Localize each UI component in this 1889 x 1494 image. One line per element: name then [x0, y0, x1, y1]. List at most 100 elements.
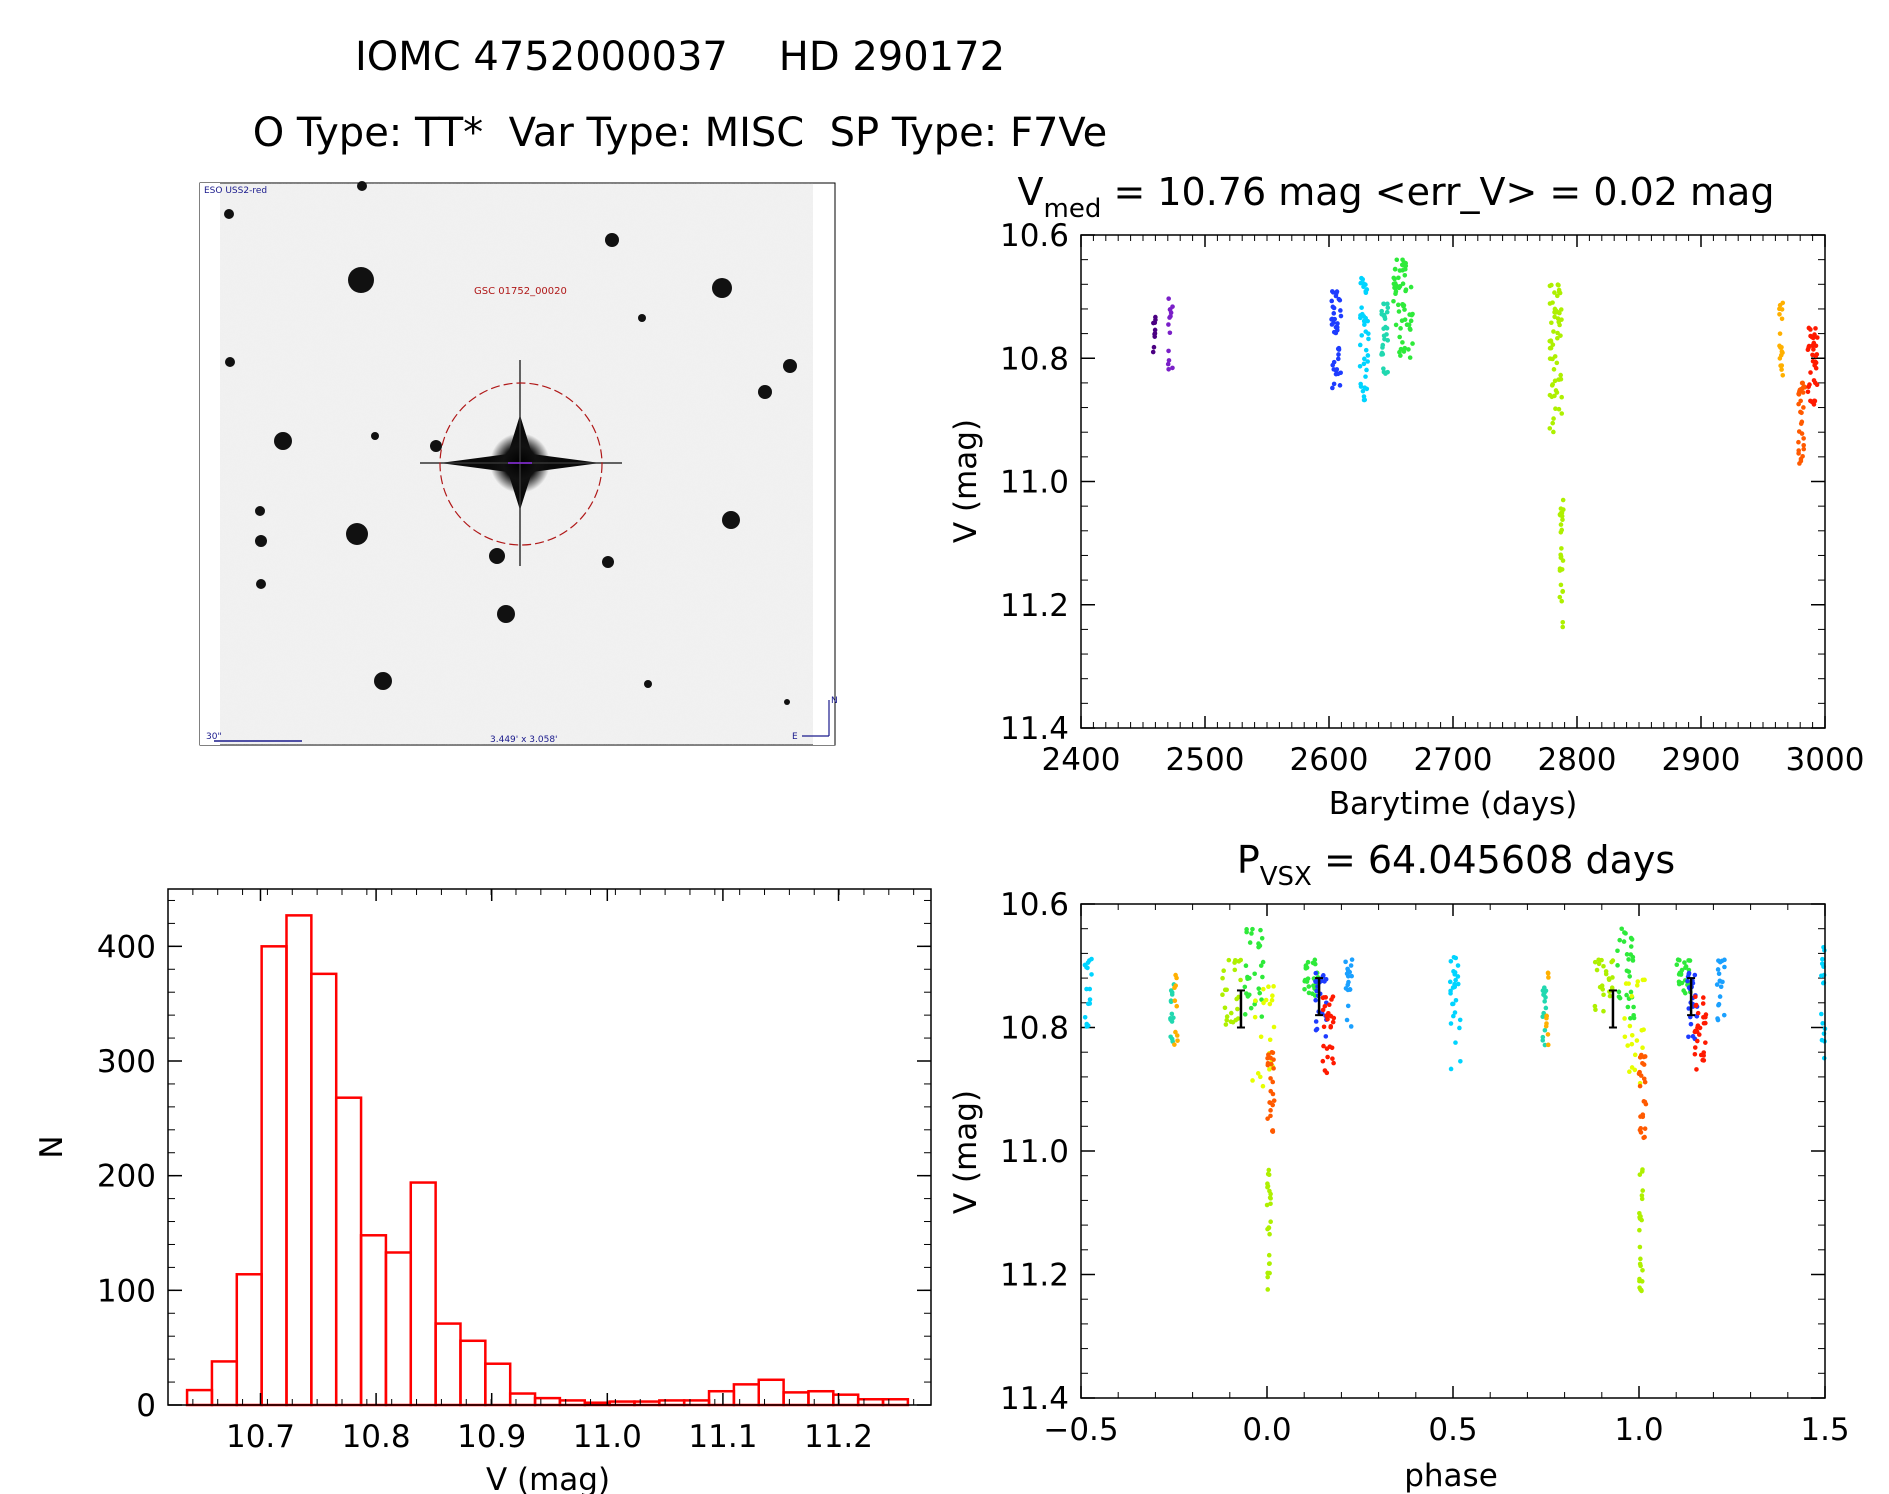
y-tick-label: 200: [97, 1159, 156, 1195]
lightcurve-point: [1559, 394, 1564, 400]
phased-point: [1820, 956, 1825, 962]
lightcurve-point: [1331, 320, 1336, 325]
star: [722, 511, 740, 529]
x-tick-label: 2400: [1042, 742, 1121, 778]
phased-point: [1540, 1014, 1546, 1019]
lightcurve-point: [1557, 568, 1563, 573]
star: [644, 680, 652, 688]
phased-point: [1268, 1076, 1273, 1081]
phased-point: [1631, 1012, 1636, 1018]
phased-point: [1640, 1060, 1645, 1066]
phased-point: [1695, 1023, 1701, 1028]
phased-xlabel: phase: [1404, 1458, 1498, 1494]
histogram-bar: [210, 1360, 239, 1407]
star: [489, 548, 505, 564]
phased-point: [1676, 981, 1682, 987]
phased-point: [1258, 927, 1263, 933]
lightcurve-xlabel: Barytime (days): [1329, 786, 1578, 822]
lightcurve-point: [1361, 397, 1367, 403]
phased-point: [1348, 1024, 1354, 1029]
lightcurve-point: [1558, 307, 1564, 312]
lightcurve-point: [1402, 307, 1407, 312]
phased-point: [1453, 1040, 1458, 1045]
y-tick-label: 11.2: [1000, 1258, 1069, 1294]
lightcurve-point: [1381, 326, 1386, 331]
phased-point: [1258, 1034, 1264, 1040]
phased-point: [1271, 1098, 1277, 1103]
lightcurve-point: [1554, 360, 1560, 366]
lightcurve-point: [1559, 411, 1565, 416]
phased-point: [1678, 970, 1684, 976]
phased-point: [1224, 1014, 1230, 1019]
phased-point: [1626, 969, 1632, 974]
lightcurve-point: [1397, 334, 1402, 340]
phased-point: [1637, 1069, 1642, 1075]
lightcurve-point: [1338, 308, 1343, 313]
phased-point: [1271, 984, 1276, 989]
phased-point: [1639, 1196, 1645, 1202]
phased-point: [1686, 970, 1692, 976]
phased-point: [1242, 984, 1248, 990]
lightcurve-point: [1801, 446, 1807, 452]
phased-point: [1542, 999, 1547, 1004]
phased-point: [1222, 1005, 1228, 1011]
lightcurve-point: [1800, 453, 1805, 459]
phased-point: [1267, 1188, 1272, 1194]
phased-point: [1629, 993, 1635, 999]
phased-point: [1722, 957, 1727, 963]
lightcurve-point: [1551, 429, 1556, 435]
phased-point: [1267, 1067, 1272, 1072]
lightcurve-point: [1166, 296, 1171, 301]
lightcurve-point: [1331, 305, 1337, 311]
lightcurve-point: [1400, 301, 1405, 307]
lightcurve-point: [1170, 365, 1175, 371]
lightcurve-point: [1809, 334, 1815, 340]
histogram-bar: [235, 1273, 263, 1407]
phased-point: [1268, 1061, 1274, 1067]
histogram-ylabel: N: [34, 1135, 70, 1158]
phased-point: [1635, 979, 1641, 984]
phased-point: [1173, 1029, 1178, 1035]
lightcurve-point: [1384, 309, 1390, 315]
histogram-bar: [757, 1378, 785, 1407]
x-tick-label: 2900: [1662, 742, 1741, 778]
phased-point: [1640, 1167, 1645, 1172]
phased-point: [1637, 1244, 1643, 1250]
lightcurve-point: [1398, 326, 1403, 331]
lightcurve-point: [1361, 281, 1367, 286]
phased-point: [1267, 1261, 1272, 1266]
phased-point: [1640, 1267, 1645, 1273]
phased-point: [1268, 1201, 1273, 1207]
lightcurve-point: [1167, 330, 1173, 336]
phased-point: [1267, 1037, 1273, 1043]
histogram-axes: 10.7 10.8 10.9 11.0 11.1 11.2 0 100 200 300 400: [97, 889, 931, 1455]
histogram-bar: [334, 1096, 363, 1407]
phased-point: [1541, 992, 1546, 998]
lightcurve-point: [1558, 554, 1564, 559]
phased-point: [1457, 1025, 1462, 1031]
lightcurve-title: Vmed = 10.76 mag <err_V> = 0.02 mag: [1018, 170, 1775, 224]
lightcurve-point: [1810, 352, 1815, 358]
phased-point: [1597, 984, 1603, 990]
phased-point: [1458, 1058, 1463, 1064]
phased-point: [1448, 1021, 1454, 1026]
finder-chart: ESO USS2-red GSC 01752_00020: [199, 181, 838, 746]
lightcurve-point: [1397, 349, 1402, 355]
lightcurve-point: [1554, 293, 1560, 299]
lightcurve-point: [1813, 326, 1818, 331]
phased-point: [1686, 958, 1691, 963]
lightcurve-ylabel: V (mag): [948, 419, 984, 543]
star: [371, 432, 379, 440]
phased-point: [1331, 1060, 1336, 1066]
phased-point: [1621, 939, 1627, 944]
target-circle: [439, 382, 603, 546]
lightcurve-point: [1811, 347, 1816, 352]
lightcurve-point: [1329, 289, 1335, 294]
lightcurve-point: [1805, 389, 1811, 395]
phased-point: [1715, 967, 1721, 972]
phased-point: [1448, 1066, 1454, 1072]
histogram-panel: 10.7 10.8 10.9 11.0 11.1 11.2 0 100 200 300 400 V …: [34, 888, 932, 1494]
x-tick-label: 10.9: [457, 1419, 526, 1455]
phased-point: [1310, 960, 1316, 966]
phased-point: [1265, 1287, 1271, 1292]
